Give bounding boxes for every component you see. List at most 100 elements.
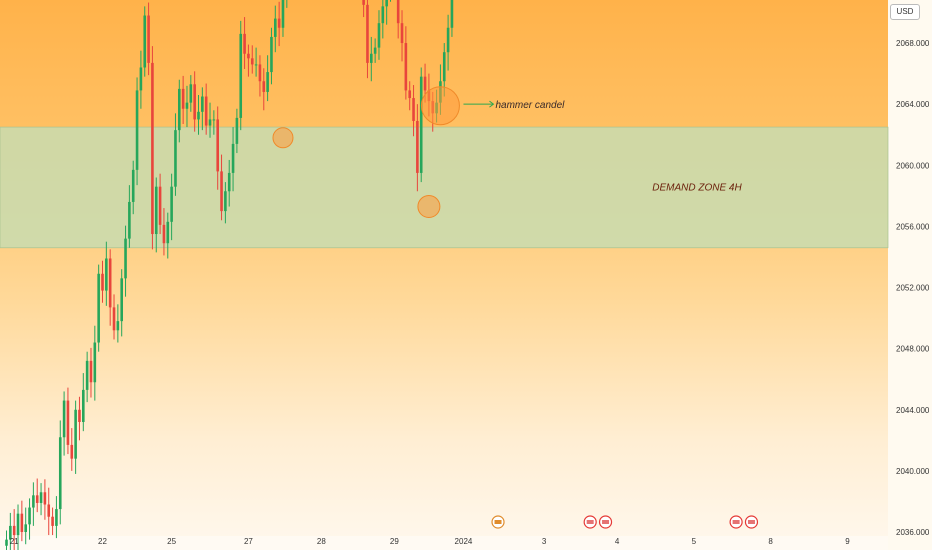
candle	[189, 75, 193, 112]
candles-layer	[5, 0, 454, 550]
candle-body	[147, 15, 150, 63]
price-axis-background	[888, 0, 932, 550]
candle-body	[204, 96, 208, 126]
candle	[193, 71, 196, 132]
candle	[181, 75, 185, 125]
candle	[446, 14, 450, 71]
candle	[362, 0, 365, 18]
candle	[70, 428, 74, 471]
candle	[20, 500, 24, 542]
candle	[373, 38, 377, 63]
candle-body	[201, 96, 204, 112]
candle	[377, 10, 381, 60]
candle	[58, 420, 62, 525]
candle-body	[85, 360, 89, 390]
candle-body	[55, 509, 58, 526]
candle-body	[124, 238, 127, 279]
candle-body	[135, 90, 139, 170]
price-tick: 2060.000	[896, 161, 930, 170]
candle-body	[178, 88, 181, 131]
candle	[416, 104, 419, 192]
candle-body	[408, 90, 411, 99]
candle-body	[189, 84, 193, 103]
time-tick: 9	[845, 537, 850, 546]
price-tick: 2064.000	[896, 100, 930, 109]
candle-body	[131, 169, 135, 202]
candle-body	[224, 191, 227, 212]
candle-body	[47, 504, 51, 517]
event-icon-mark	[586, 520, 594, 524]
time-tick: 8	[768, 537, 773, 546]
price-tick: 2056.000	[896, 222, 930, 231]
candle	[274, 5, 277, 53]
candle	[62, 391, 66, 456]
candle	[408, 81, 411, 111]
candle	[250, 45, 254, 74]
candle	[32, 482, 35, 526]
currency-button[interactable]: USD	[890, 4, 920, 20]
flag-event-icon[interactable]	[598, 515, 613, 529]
candle-body	[381, 6, 385, 24]
candle-body	[220, 171, 223, 212]
candle-body	[212, 119, 216, 121]
candle	[120, 269, 123, 337]
candle	[9, 512, 12, 550]
marker-circle-1	[420, 86, 460, 126]
candle	[266, 55, 269, 102]
event-icon-mark	[732, 520, 740, 524]
flag-event-icon[interactable]	[744, 515, 759, 529]
candle-body	[112, 307, 116, 331]
zone-2[interactable]	[0, 126, 889, 249]
candle-body	[266, 72, 269, 92]
candle	[139, 50, 143, 109]
candle-body	[158, 186, 162, 225]
price-tick: 2040.000	[896, 467, 930, 476]
candle-body	[32, 495, 35, 508]
candle-body	[43, 492, 47, 505]
candle	[43, 479, 47, 520]
candle-body	[274, 18, 277, 37]
candle	[396, 0, 400, 39]
candle-body	[39, 492, 43, 503]
time-axis-background	[0, 536, 888, 550]
candle-body	[281, 0, 285, 28]
candle	[366, 0, 369, 79]
candle	[93, 325, 97, 401]
candle	[450, 0, 454, 37]
candle-body	[193, 84, 196, 120]
candle-body	[9, 525, 12, 540]
time-tick: 28	[317, 537, 326, 546]
price-tick: 2068.000	[896, 39, 930, 48]
flag-event-icon[interactable]	[729, 515, 743, 529]
time-tick: 21	[10, 537, 19, 546]
candle-body	[70, 444, 74, 459]
candle-body	[82, 389, 85, 422]
candle-body	[93, 342, 97, 383]
candle-body	[181, 88, 185, 109]
time-tick: 27	[244, 537, 253, 546]
candle-body	[78, 409, 81, 422]
candle	[381, 0, 385, 39]
candle	[105, 241, 108, 306]
hammer-arrowhead	[489, 100, 495, 108]
price-axis: 2100.0002096.0002092.0002088.0002084.000…	[896, 39, 930, 537]
candle-body	[16, 513, 20, 536]
candle-body	[377, 23, 381, 48]
candle-body	[227, 172, 231, 192]
candle	[258, 55, 262, 97]
candle-body	[442, 52, 446, 82]
candle	[286, 0, 288, 8]
candle-body	[105, 258, 108, 291]
flash-event-icon[interactable]	[491, 515, 505, 529]
candle	[174, 113, 177, 196]
candle	[220, 154, 223, 221]
candle	[170, 173, 173, 241]
flag-event-icon[interactable]	[583, 515, 597, 529]
candle-body	[247, 53, 250, 59]
time-tick: 4	[615, 537, 620, 546]
marker-circle-0	[272, 127, 294, 149]
candle-body	[101, 273, 104, 291]
candle-body	[151, 62, 154, 235]
